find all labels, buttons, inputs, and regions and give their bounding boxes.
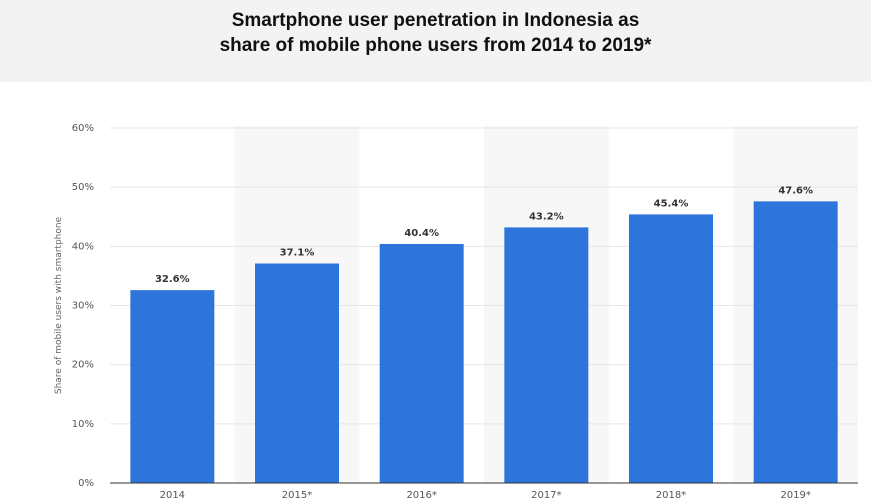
y-axis-label: Share of mobile users with smartphone [54,216,64,394]
y-tick-label: 10% [72,419,94,430]
bar-chart: 0% 10% 20% 30% 40% 50% 60% Share of mobile user… [54,123,858,501]
x-tick-label: 2017* [531,490,561,501]
data-label: 45.4% [654,198,689,209]
chart-title: Smartphone user penetration in Indonesia… [0,8,871,58]
y-tick-label: 30% [72,301,94,312]
y-tick-label: 0% [78,478,94,489]
chart-panel: 0% 10% 20% 30% 40% 50% 60% Share of mobile user… [18,92,871,503]
bar [130,290,215,483]
chart-title-line-2: share of mobile phone users from 2014 to… [219,35,652,56]
y-tick-label: 50% [72,182,94,193]
data-label: 37.1% [280,247,315,258]
bar [753,201,838,483]
bar [504,227,589,483]
title-header: Smartphone user penetration in Indonesia… [0,0,871,82]
chart-title-line-1: Smartphone user penetration in Indonesia… [231,10,640,31]
x-tick-label: 2018* [656,490,686,501]
data-label: 32.6% [155,274,190,285]
data-label: 43.2% [529,211,564,222]
bar [629,214,713,483]
bar [379,243,464,483]
y-tick-label: 60% [72,123,94,134]
data-label: 40.4% [404,228,439,239]
bar [255,263,339,483]
x-tick-label: 2019* [780,490,810,501]
y-tick-label: 20% [72,360,94,371]
y-tick-label: 40% [72,241,94,252]
x-tick-label: 2014 [160,490,185,501]
x-tick-label: 2015* [282,490,312,501]
x-tick-label: 2016* [406,490,436,501]
data-label: 47.6% [778,185,813,196]
